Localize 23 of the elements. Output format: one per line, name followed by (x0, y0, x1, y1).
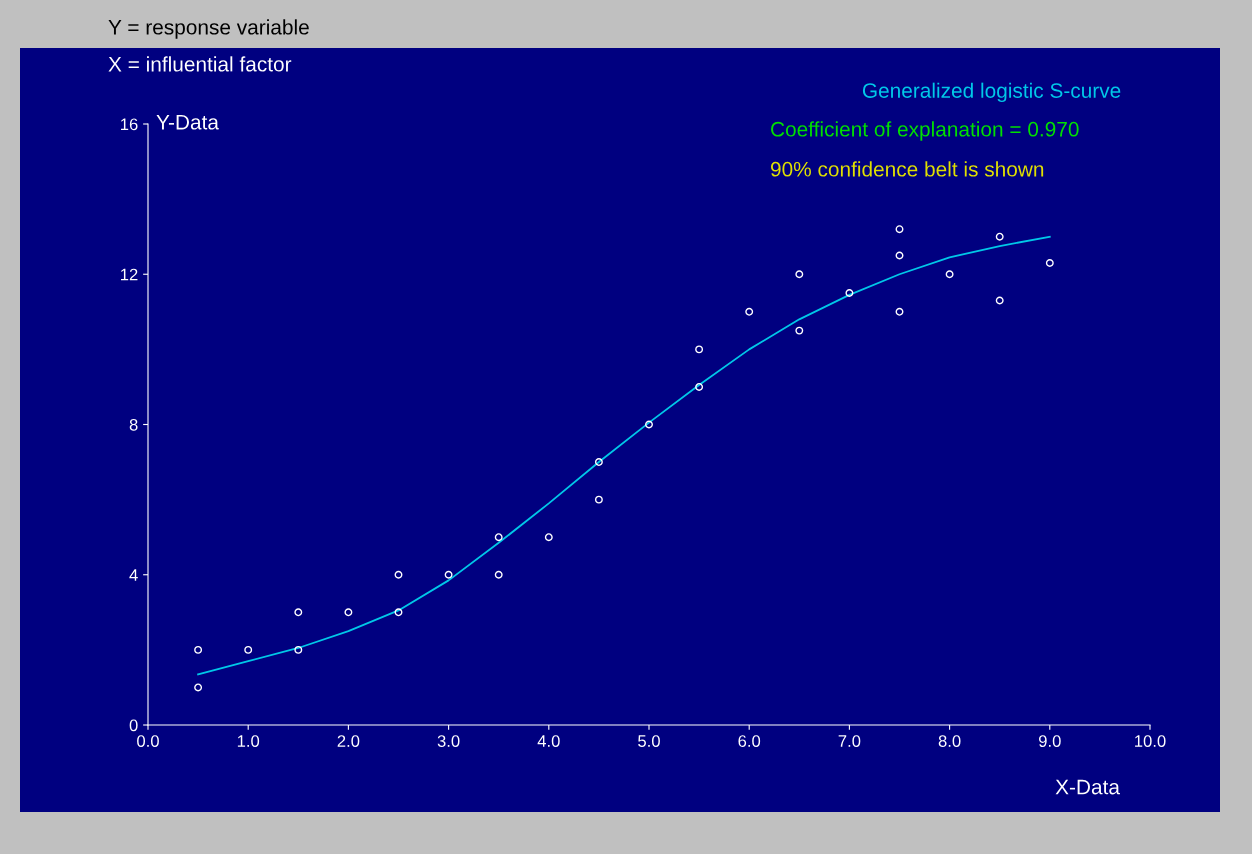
x-tick-label: 8.0 (938, 735, 961, 747)
y-tick-label: 0 (129, 719, 138, 732)
y-tick-label: 12 (121, 268, 138, 281)
x-tick-label: 10.0 (1135, 735, 1166, 747)
annotation: Coefficient of explanation = 0.970 (771, 121, 1079, 141)
y-tick-label: 16 (121, 118, 138, 131)
x-axis-title: X-Data (1055, 779, 1120, 795)
text: Generalized logistic S-curve (862, 82, 1121, 103)
x-tick-label: 7.0 (838, 735, 861, 747)
x-tick-label: 4.0 (537, 735, 560, 747)
x-tick-label: 6.0 (738, 735, 761, 747)
x-tick-label: 3.0 (437, 735, 460, 747)
chart-title: Y = response variable (108, 19, 309, 39)
x-tick-label: 9.0 (1039, 735, 1061, 747)
y-tick-label: 8 (129, 418, 138, 431)
y-tick-label: 4 (129, 569, 138, 581)
annotation: 90% confidence belt is shown (770, 161, 1044, 177)
x-tick-label: 0.0 (137, 735, 159, 747)
x-tick-label: 1.0 (237, 735, 260, 747)
x-tick-label: 2.0 (337, 735, 360, 747)
chart-subtitle: X = influential factor (108, 56, 292, 72)
y-axis-title: Y-Data (156, 115, 219, 130)
x-tick-label: 5.0 (638, 735, 660, 747)
